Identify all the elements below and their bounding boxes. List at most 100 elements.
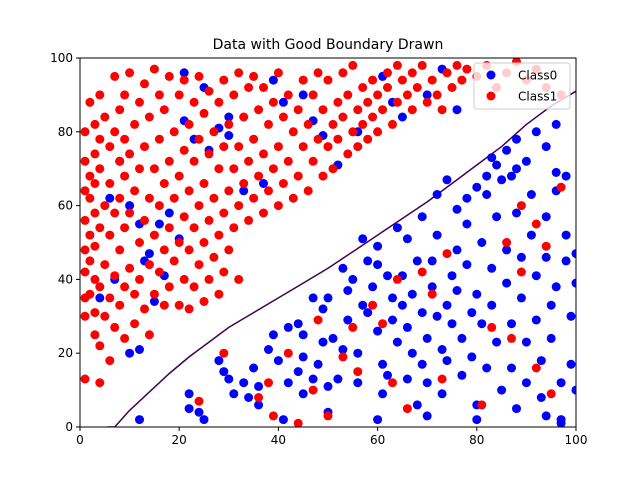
point-class1 xyxy=(85,97,95,107)
point-class1 xyxy=(130,319,140,329)
point-class0 xyxy=(531,271,541,281)
point-class0 xyxy=(383,271,392,281)
point-class0 xyxy=(249,363,259,373)
point-class1 xyxy=(140,142,149,152)
point-class0 xyxy=(194,407,204,417)
point-class1 xyxy=(184,119,194,129)
point-class1 xyxy=(204,86,214,96)
point-class0 xyxy=(566,359,576,369)
point-class0 xyxy=(432,230,442,240)
point-class0 xyxy=(521,337,531,347)
point-class0 xyxy=(487,300,497,310)
point-class1 xyxy=(90,179,100,188)
point-class0 xyxy=(541,252,551,262)
point-class1 xyxy=(85,193,95,203)
point-class1 xyxy=(209,252,219,262)
point-class1 xyxy=(278,112,288,122)
point-class0 xyxy=(427,256,437,266)
point-class1 xyxy=(427,75,437,85)
point-class1 xyxy=(120,134,130,144)
point-class1 xyxy=(199,179,209,188)
point-class1 xyxy=(154,134,164,144)
point-class0 xyxy=(551,167,561,177)
point-class0 xyxy=(273,356,283,366)
point-class1 xyxy=(189,156,199,166)
point-class1 xyxy=(373,127,383,137)
point-class1 xyxy=(194,260,204,270)
point-class1 xyxy=(457,75,467,85)
point-class1 xyxy=(184,304,194,314)
point-class0 xyxy=(164,208,174,218)
point-class0 xyxy=(383,370,392,380)
point-class1 xyxy=(120,282,130,292)
point-class0 xyxy=(442,175,452,185)
point-class1 xyxy=(244,83,254,92)
point-class0 xyxy=(254,400,264,410)
point-class0 xyxy=(482,171,492,181)
point-class0 xyxy=(407,348,417,358)
point-class1 xyxy=(189,282,199,292)
point-class0 xyxy=(482,363,492,373)
point-class1 xyxy=(353,367,363,377)
point-class0 xyxy=(259,179,268,188)
point-class1 xyxy=(135,164,144,174)
point-class0 xyxy=(368,282,378,292)
point-class0 xyxy=(512,208,521,218)
point-class0 xyxy=(392,223,402,233)
point-class0 xyxy=(333,374,343,384)
point-class1 xyxy=(259,149,268,159)
point-class1 xyxy=(219,348,229,358)
point-class0 xyxy=(378,359,388,369)
legend-label-class1: Class1 xyxy=(518,90,557,104)
point-class0 xyxy=(308,293,318,303)
point-class0 xyxy=(462,193,472,203)
point-class1 xyxy=(219,208,229,218)
point-class0 xyxy=(268,75,278,85)
point-class1 xyxy=(308,90,318,100)
point-class1 xyxy=(373,90,383,100)
point-class1 xyxy=(432,90,442,100)
point-class0 xyxy=(283,378,293,388)
point-class0 xyxy=(105,193,115,203)
point-class1 xyxy=(388,378,397,388)
point-class1 xyxy=(288,193,298,203)
point-class0 xyxy=(224,374,234,384)
point-class0 xyxy=(268,330,278,340)
point-class0 xyxy=(417,308,427,318)
point-class1 xyxy=(179,75,189,85)
point-class0 xyxy=(298,389,308,399)
point-class1 xyxy=(338,112,348,122)
point-class0 xyxy=(308,374,318,384)
point-class0 xyxy=(477,238,487,247)
point-class1 xyxy=(204,274,214,284)
point-class1 xyxy=(144,112,154,122)
point-class1 xyxy=(244,215,254,225)
point-class1 xyxy=(427,289,437,299)
point-class0 xyxy=(541,212,551,222)
point-class1 xyxy=(273,142,283,152)
legend-marker-class0 xyxy=(486,70,496,80)
point-class1 xyxy=(189,223,199,233)
point-class1 xyxy=(531,219,541,229)
point-class1 xyxy=(125,208,135,218)
point-class1 xyxy=(343,149,353,159)
point-class1 xyxy=(229,164,239,174)
point-class1 xyxy=(95,90,105,100)
point-class1 xyxy=(219,142,229,152)
point-class1 xyxy=(194,134,204,144)
point-class1 xyxy=(130,186,140,196)
point-class1 xyxy=(159,105,169,115)
point-class0 xyxy=(135,345,144,354)
point-class1 xyxy=(392,60,402,70)
point-class1 xyxy=(343,90,353,100)
point-class1 xyxy=(209,193,219,203)
point-class0 xyxy=(338,263,348,273)
data-points xyxy=(80,58,576,427)
point-class1 xyxy=(95,134,105,144)
point-class0 xyxy=(437,345,447,354)
x-tick-label: 60 xyxy=(370,433,385,447)
point-class1 xyxy=(313,68,323,78)
point-class1 xyxy=(417,267,427,277)
point-class1 xyxy=(268,97,278,107)
point-class0 xyxy=(323,381,333,391)
